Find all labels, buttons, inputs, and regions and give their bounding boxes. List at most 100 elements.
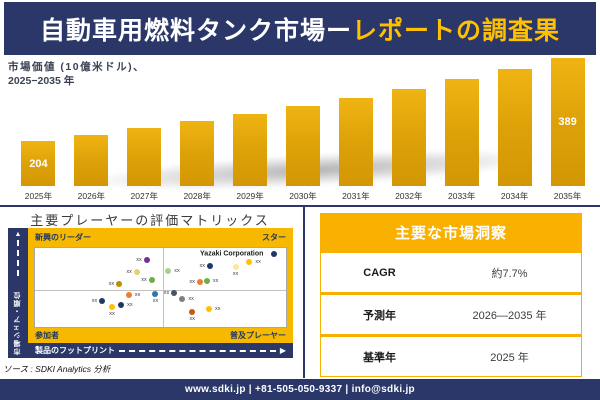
y-axis-strip: ▲ 市場シェア・順位 bbox=[8, 228, 28, 358]
bar-column-2026年: 2026年 bbox=[65, 134, 118, 201]
matrix-point-label: xx bbox=[199, 262, 205, 269]
bar-value-label: 389 bbox=[558, 116, 577, 128]
quadrant-divider-horizontal bbox=[35, 289, 286, 291]
matrix-point bbox=[148, 277, 155, 284]
table-row-forecast-years: 予測年 2026—2035 年 bbox=[321, 292, 581, 334]
matrix-point-label: xx bbox=[163, 289, 170, 296]
matrix-title: 主要プレーヤーの評価マトリックス bbox=[30, 213, 270, 228]
matrix-point-label: xx bbox=[108, 281, 115, 288]
contact-footer-text: www.sdki.jp | +81-505-050-9337 | info@sd… bbox=[185, 384, 415, 395]
matrix-point bbox=[189, 309, 196, 316]
x-axis-label: 製品のフットプリント bbox=[35, 346, 115, 355]
insights-table-title: 主要な市場洞察 bbox=[321, 214, 581, 250]
up-arrow-icon: ▲ bbox=[14, 231, 22, 238]
matrix-point-label: xx bbox=[232, 270, 239, 277]
matrix-point bbox=[109, 304, 116, 311]
bar-series: 204 2025年 2026年 2027年 2028年 2029年 2030年 2031年 20… bbox=[12, 58, 594, 201]
x-axis-strip: 製品のフットプリント ▶ bbox=[28, 343, 293, 358]
market-value-bar-chart: 市場価値 (10億米ドル)、 2025−2035 年 204 2025年 2026年… bbox=[0, 56, 600, 210]
vertical-divider bbox=[303, 207, 305, 378]
matrix-point-label: xx bbox=[109, 311, 115, 318]
matrix-point bbox=[246, 258, 253, 265]
quadrant-label-participants: 参加者 bbox=[35, 331, 59, 340]
bar bbox=[233, 114, 268, 186]
y-axis-label: 市場シェア・順位 bbox=[14, 291, 21, 355]
bar bbox=[180, 121, 215, 186]
matrix-point bbox=[143, 256, 150, 263]
matrix-point-label: xx bbox=[188, 295, 194, 302]
bar bbox=[74, 134, 109, 186]
report-title-bar: 自動車用燃料タンク市場ー レポートの調査果 bbox=[4, 2, 596, 55]
chart-subtitle: 市場価値 (10億米ドル)、 2025−2035 年 bbox=[8, 60, 145, 88]
matrix-point bbox=[196, 279, 203, 286]
matrix-point-label: xx bbox=[212, 278, 219, 285]
bar bbox=[127, 128, 162, 186]
table-row-cagr: CAGR 約7.7% bbox=[321, 250, 581, 292]
horizontal-divider bbox=[0, 205, 600, 207]
bar-category-label: 2033年 bbox=[447, 191, 476, 201]
matrix-point-label: xx bbox=[255, 258, 261, 265]
source-note: ソース : SDKI Analytics 分析 bbox=[3, 364, 111, 374]
bar-category-label: 2029年 bbox=[236, 191, 264, 201]
row-label: 基準年 bbox=[363, 351, 396, 364]
highlighted-company-label: Yazaki Corporation bbox=[200, 250, 264, 258]
bar-column-2033年: 2033年 bbox=[435, 78, 488, 201]
matrix-point-label: xx bbox=[136, 256, 142, 263]
matrix-point bbox=[125, 291, 132, 298]
matrix-point bbox=[205, 306, 212, 313]
bar-column-2028年: 2028年 bbox=[171, 121, 224, 201]
matrix-bottom-band: 参加者 普及プレーヤー bbox=[28, 328, 293, 343]
quadrant-label-emerging-leaders: 新興のリーダー bbox=[35, 233, 91, 242]
matrix-point bbox=[118, 301, 125, 308]
y-axis-dashed-line bbox=[17, 240, 19, 276]
row-label: 予測年 bbox=[363, 309, 396, 322]
bar-category-label: 2031年 bbox=[342, 191, 370, 201]
bar-column-2034年: 2034年 bbox=[488, 68, 541, 201]
matrix-point bbox=[133, 269, 140, 276]
matrix-point bbox=[179, 295, 186, 302]
matrix-point bbox=[116, 281, 123, 288]
matrix-point bbox=[203, 278, 210, 285]
x-axis-dashed-line bbox=[119, 349, 276, 352]
bar-column-2029年: 2029年 bbox=[224, 114, 277, 201]
row-value: 2026—2035 年 bbox=[472, 309, 547, 322]
bar-category-label: 2035年 bbox=[553, 191, 582, 201]
matrix-point-label: xx bbox=[174, 268, 180, 275]
player-evaluation-matrix: ▲ 市場シェア・順位 新興のリーダー スター Yazaki Corporatio… bbox=[8, 228, 293, 358]
bar-column-2032年: 2032年 bbox=[382, 88, 435, 201]
bar bbox=[444, 78, 479, 186]
matrix-point-label: xx bbox=[189, 316, 195, 323]
bar-category-label: 2025年 bbox=[24, 191, 53, 201]
matrix-point-label: xx bbox=[152, 297, 159, 304]
bar-column-2031年: 2031年 bbox=[329, 97, 382, 201]
bar-category-label: 2028年 bbox=[183, 191, 211, 201]
bar bbox=[391, 88, 426, 186]
title-market-part: 自動車用燃料タンク市場ー bbox=[39, 16, 352, 45]
bar-column-2030年: 2030年 bbox=[277, 106, 330, 201]
bar-category-label: 2030年 bbox=[289, 191, 317, 201]
matrix-point bbox=[271, 250, 278, 257]
bar-column-2027年: 2027年 bbox=[118, 128, 171, 201]
quadrant-label-star: スター bbox=[262, 233, 286, 242]
matrix-point bbox=[152, 290, 159, 297]
matrix-point-label: xx bbox=[141, 277, 147, 284]
row-value: 約7.7% bbox=[491, 267, 528, 280]
contact-footer-bar: www.sdki.jp | +81-505-050-9337 | info@sd… bbox=[0, 379, 600, 400]
bar: 389 bbox=[550, 58, 585, 186]
matrix-point bbox=[232, 263, 239, 270]
matrix-point-label: xx bbox=[126, 269, 132, 276]
bar-column-2025年: 204 2025年 bbox=[12, 141, 65, 201]
title-report-part: レポートの調査果 bbox=[352, 16, 561, 45]
matrix-point-label: xx bbox=[214, 306, 221, 313]
quadrant-divider-vertical bbox=[163, 248, 164, 327]
matrix-point-label: xx bbox=[127, 301, 133, 308]
bar-value-label: 204 bbox=[29, 157, 48, 170]
bar-column-2035年: 389 2035年 bbox=[541, 58, 594, 201]
row-value: 2025 年 bbox=[490, 351, 529, 364]
matrix-point bbox=[171, 289, 178, 296]
matrix-plot-area: Yazaki Corporation xx xx xx xx xx xx xx xx xx xx x… bbox=[34, 247, 287, 328]
chart-subtitle-line2: 2025−2035 年 bbox=[8, 75, 75, 87]
matrix-point bbox=[99, 297, 106, 304]
bar-category-label: 2026年 bbox=[77, 191, 106, 201]
